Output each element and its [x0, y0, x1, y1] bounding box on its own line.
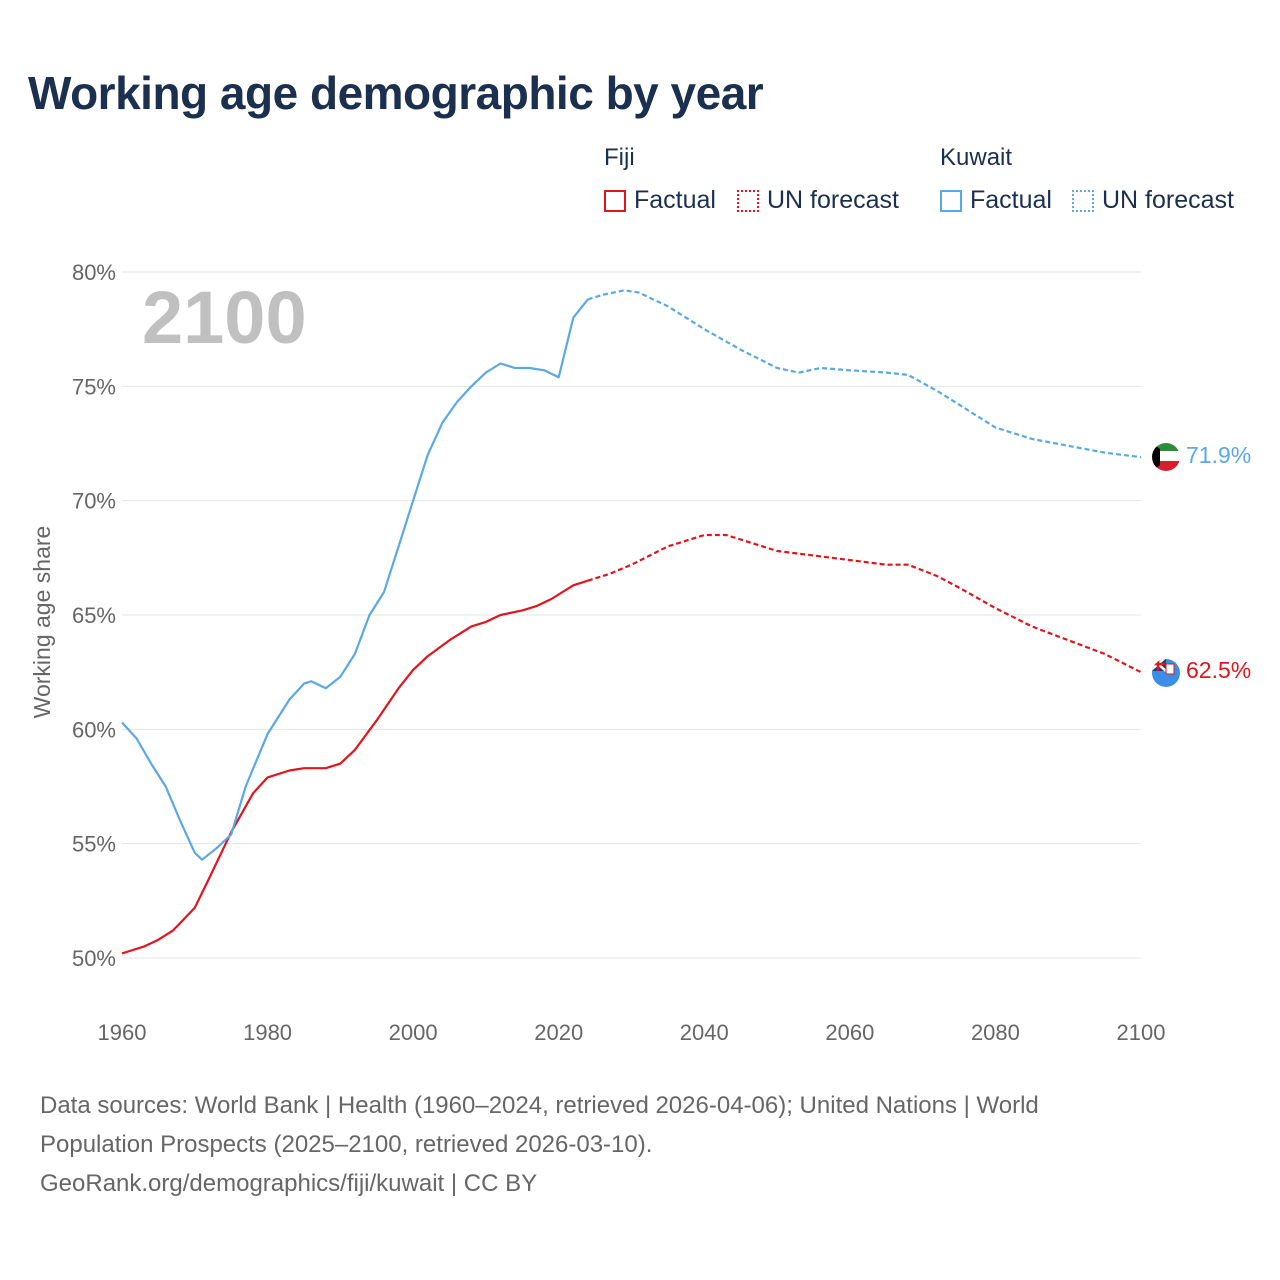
footer-line-3: GeoRank.org/demographics/fiji/kuwait | C…	[40, 1170, 538, 1197]
legend-kuwait-factual[interactable]: Factual	[940, 186, 1052, 215]
footer-sources: Data sources: World Bank | Health (1960–…	[40, 1086, 1240, 1203]
legend-group-kuwait: Kuwait	[940, 144, 1013, 171]
legend-group-fiji: Fiji	[604, 144, 635, 171]
x-tick-label-2040: 2040	[680, 1020, 729, 1045]
footer-line-2: Population Prospects (2025–2100, retriev…	[40, 1131, 653, 1158]
x-tick-label-2000: 2000	[389, 1020, 438, 1045]
series-fiji-forecast	[587, 533, 1142, 674]
axes: 50% 55% 60% 65% 70% 75% 80% 1960 1980 2000 2020 204…	[72, 260, 1166, 1045]
legend-swatch-kuwait-factual	[940, 189, 962, 212]
grid	[122, 271, 1141, 959]
legend-swatch-fiji-forecast	[737, 189, 759, 212]
year-watermark: 2100	[142, 276, 307, 359]
y-tick-label-65: 65%	[72, 603, 116, 628]
end-label-kuwait: 71.9%	[1186, 442, 1251, 468]
x-tick-label-2060: 2060	[825, 1020, 874, 1045]
end-label-fiji: 62.5%	[1186, 657, 1251, 683]
y-axis-label: Working age share	[29, 526, 55, 719]
legend-swatch-kuwait-forecast	[1072, 189, 1094, 212]
x-tick-label-2080: 2080	[971, 1020, 1020, 1045]
legend-label-fiji-factual: Factual	[634, 186, 716, 214]
y-tick-label-60: 60%	[72, 717, 116, 742]
legend-label-kuwait-forecast: UN forecast	[1102, 186, 1234, 214]
y-tick-label-50: 50%	[72, 946, 116, 971]
x-tick-label-1960: 1960	[98, 1020, 147, 1045]
series-kuwait-factual	[121, 298, 589, 861]
x-tick-label-2020: 2020	[534, 1020, 583, 1045]
x-tick-label-2100: 2100	[1117, 1020, 1166, 1045]
y-tick-label-55: 55%	[72, 832, 116, 857]
line-chart: 50% 55% 60% 65% 70% 75% 80% 1960 1980 2000 2020 204…	[29, 260, 1251, 1045]
y-tick-label-75: 75%	[72, 374, 116, 399]
legend-fiji-forecast[interactable]: UN forecast	[737, 186, 899, 215]
fiji-flag-icon	[1152, 659, 1180, 687]
y-tick-label-80: 80%	[72, 260, 116, 285]
legend-label-kuwait-factual: Factual	[970, 186, 1052, 214]
legend-label-fiji-forecast: UN forecast	[767, 186, 899, 214]
series-kuwait-forecast	[587, 289, 1142, 459]
series	[121, 289, 1142, 955]
y-tick-label-70: 70%	[72, 489, 116, 514]
chart-title: Working age demographic by year	[28, 67, 764, 119]
x-tick-label-1980: 1980	[243, 1020, 292, 1045]
series-fiji-factual	[121, 579, 589, 955]
footer-line-1: Data sources: World Bank | Health (1960–…	[40, 1092, 1039, 1119]
legend-kuwait-forecast[interactable]: UN forecast	[1072, 186, 1234, 215]
kuwait-flag-icon	[1152, 443, 1180, 471]
legend-fiji-factual[interactable]: Factual	[604, 186, 716, 215]
legend-swatch-fiji-factual	[604, 189, 626, 212]
